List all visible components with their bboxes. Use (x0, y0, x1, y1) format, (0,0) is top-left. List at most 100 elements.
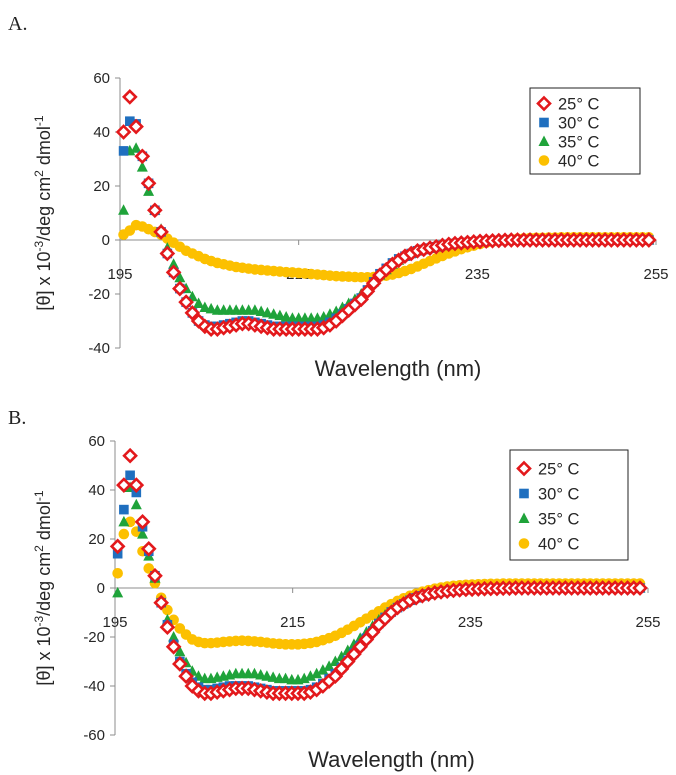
legend-entry: 30° C (558, 115, 600, 133)
y-tick-label: -40 (83, 678, 105, 695)
data-point (172, 280, 188, 297)
data-point (153, 224, 169, 240)
data-point (178, 668, 194, 685)
data-point (311, 667, 323, 679)
y-axis-label-exp1: -3 (32, 616, 46, 627)
series-0 (115, 89, 657, 337)
legend-entry: 40° C (558, 153, 600, 171)
x-tick-label: 235 (465, 266, 490, 283)
data-point (128, 477, 145, 493)
y-tick-label: 60 (93, 70, 110, 87)
data-point (147, 202, 163, 219)
y-tick-label: -60 (83, 727, 105, 744)
data-point (125, 116, 135, 126)
legend-marker (519, 488, 529, 499)
data-point (112, 568, 123, 579)
data-point (353, 291, 370, 308)
y-axis-label-mid: /deg cm (34, 552, 54, 616)
data-point (261, 306, 273, 318)
data-point (130, 142, 142, 153)
data-point (249, 304, 261, 315)
y-axis-label-exp3: -1 (32, 490, 46, 501)
legend: 25° C30° C35° C40° C (509, 449, 629, 561)
y-tick-label: -20 (88, 286, 110, 303)
y-axis-label-base: [θ] x 10 (34, 627, 54, 686)
data-point (274, 309, 286, 321)
data-point (119, 504, 129, 515)
y-axis-label-mid: /deg cm (34, 177, 54, 241)
x-tick-label: 255 (635, 614, 660, 631)
y-tick-label: 60 (88, 433, 105, 450)
x-tick-label: 195 (107, 266, 132, 283)
data-point (134, 514, 151, 530)
chart-panel-1: B. 60 40 20 0 -20 -40 -60 195 215 235 255 Wavelength… (8, 407, 661, 772)
data-point (205, 302, 217, 314)
data-point (128, 118, 144, 135)
legend: 25° C30° C35° C40° C (529, 87, 641, 175)
x-axis-label: Wavelength (nm) (308, 747, 475, 772)
x-tick-label: 215 (280, 614, 305, 631)
data-point (115, 124, 132, 140)
data-point (317, 664, 329, 675)
data-point (118, 515, 130, 527)
legend-marker (538, 155, 550, 166)
data-point (174, 271, 186, 283)
data-point (125, 470, 135, 481)
y-axis-label-exp2: 2 (32, 545, 46, 552)
data-point (268, 308, 280, 319)
y-axis-label: [θ] x 10-3/deg cm2 dmol-1 (32, 490, 54, 685)
legend-entry: 35° C (558, 134, 600, 152)
legend-marker (539, 117, 549, 128)
legend-marker (518, 538, 530, 549)
data-point (147, 567, 163, 584)
y-tick-label: 0 (102, 232, 110, 249)
panel-label: B. (8, 407, 26, 429)
data-point (109, 538, 126, 555)
y-tick-label: -20 (83, 629, 105, 646)
legend-entry: 25° C (538, 461, 580, 479)
data-point (184, 305, 201, 321)
x-tick-label: 195 (102, 614, 127, 631)
data-point (168, 631, 180, 642)
data-point (153, 594, 170, 611)
y-axis-label: [θ] x 10-3/deg cm2 dmol-1 (32, 115, 54, 310)
y-tick-label: 0 (97, 580, 105, 597)
y-tick-label: -40 (88, 340, 110, 357)
data-point (174, 645, 186, 657)
y-tick-label: 20 (88, 531, 105, 548)
data-point (116, 477, 132, 493)
legend-entry: 25° C (558, 96, 600, 114)
x-tick-label: 255 (643, 266, 668, 283)
data-point (632, 580, 648, 596)
legend-entry: 40° C (538, 536, 580, 554)
data-point (165, 638, 182, 655)
data-point (118, 528, 130, 540)
y-tick-label: 40 (93, 124, 110, 141)
data-point (134, 148, 151, 165)
y-tick-label: 40 (88, 482, 105, 499)
series-0 (109, 447, 648, 702)
data-point (365, 275, 382, 292)
panel-label: A. (8, 13, 27, 35)
data-point (118, 204, 130, 215)
data-point (255, 305, 267, 317)
data-point (118, 146, 129, 156)
y-axis-label-exp2: 2 (32, 170, 46, 177)
legend-marker (538, 135, 550, 146)
data-point (140, 175, 157, 192)
data-point (130, 498, 142, 510)
data-point (641, 232, 657, 248)
data-point (112, 586, 124, 598)
data-point (168, 258, 180, 269)
data-point (140, 540, 157, 557)
y-axis-label-base: [θ] x 10 (34, 252, 54, 311)
legend-marker (518, 512, 530, 523)
data-point (159, 245, 176, 262)
legend-marker (516, 460, 532, 477)
data-point (159, 619, 176, 636)
data-point (122, 447, 138, 464)
y-axis-label-exp1: -3 (32, 241, 46, 252)
data-point (136, 161, 148, 172)
